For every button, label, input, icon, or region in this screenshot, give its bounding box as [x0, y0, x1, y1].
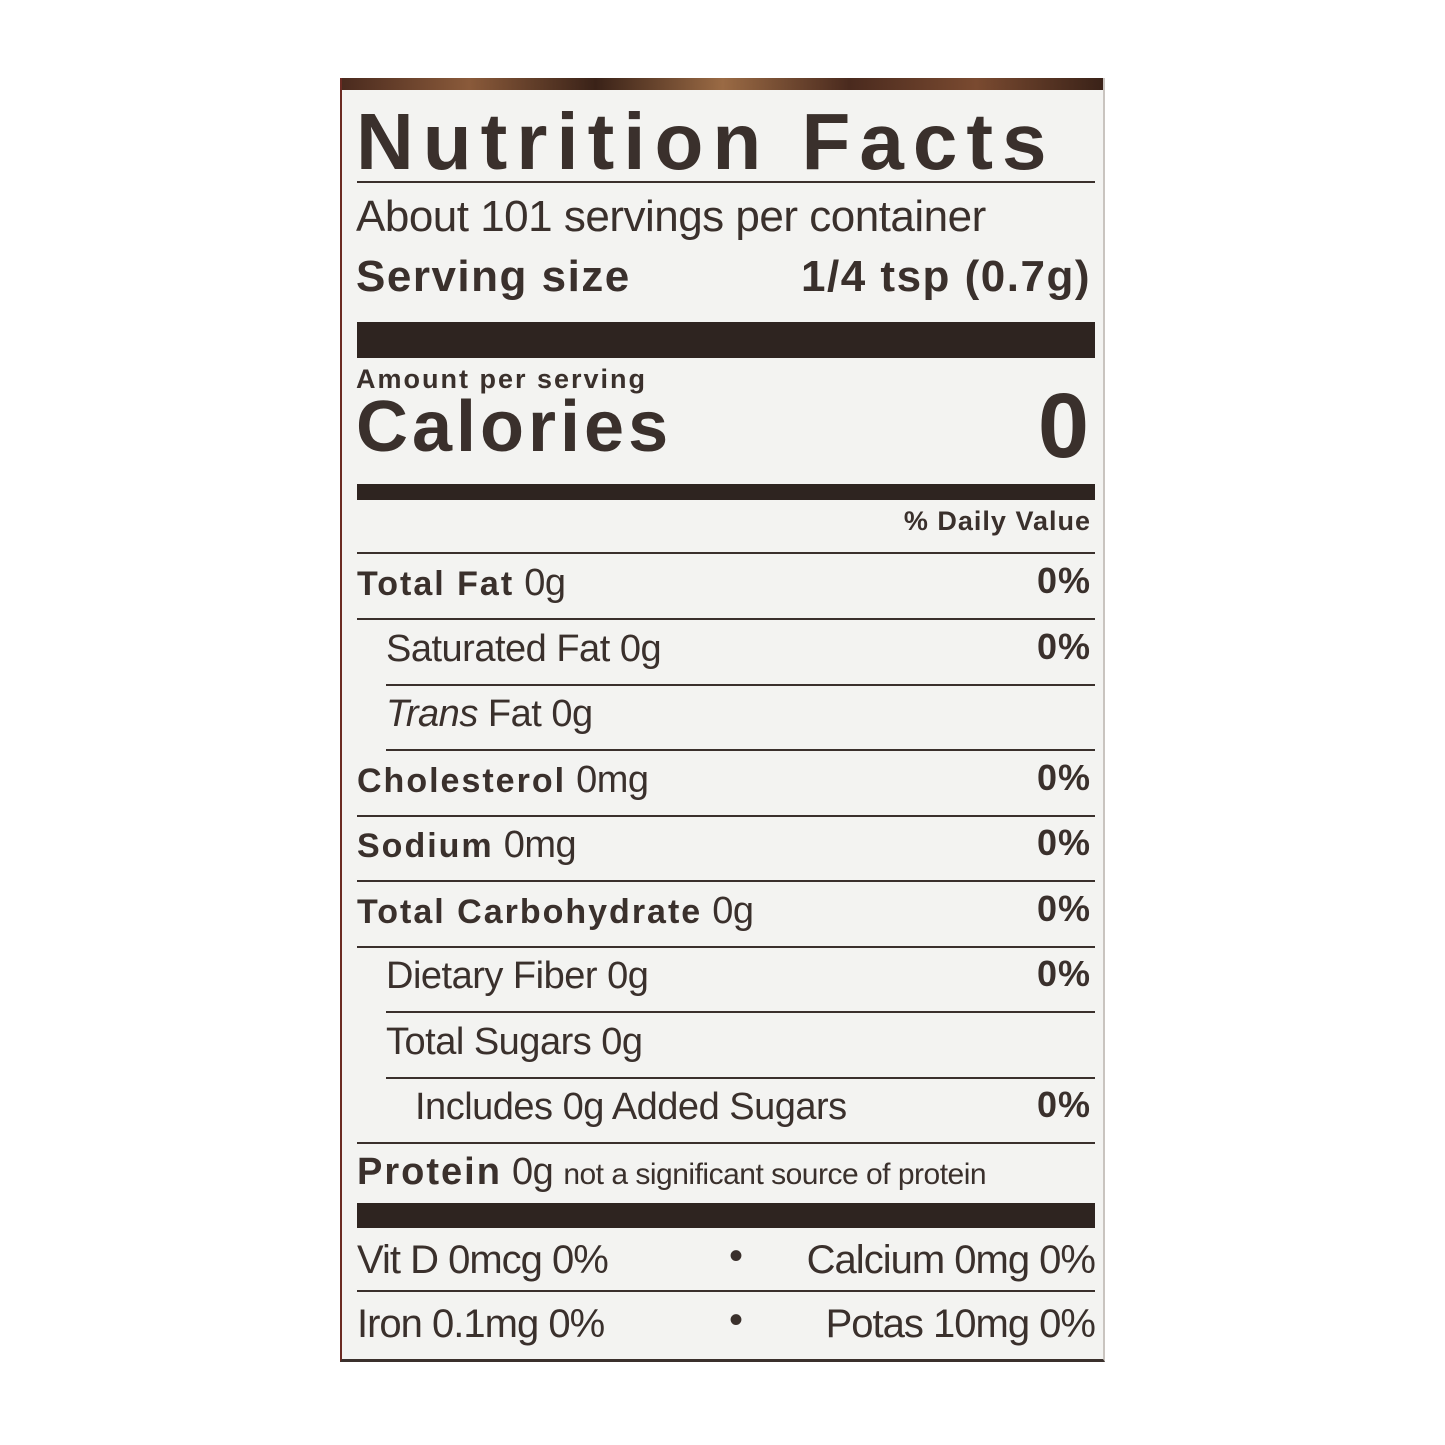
daily-value: 0% — [1036, 625, 1091, 667]
amount-per-serving: Amount per serving — [356, 364, 648, 394]
vitamin-d: Vit D 0mcg 0% — [357, 1238, 609, 1282]
nutrient-amount: 0g — [712, 889, 754, 932]
nutrient-amount: 0g — [607, 955, 649, 997]
nutrient-row: Total Fat 0g 0% — [357, 556, 1091, 620]
daily-value: 0% — [1036, 560, 1091, 601]
divider — [357, 814, 1095, 817]
servings-per-container: About 101 servings per container — [356, 192, 986, 241]
serving-size-label: Serving size — [356, 252, 631, 301]
vitamin-row: Iron 0.1mg 0% • Potas 10mg 0% — [357, 1294, 1096, 1354]
protein-label: Protein — [357, 1151, 502, 1193]
daily-value: 0% — [1036, 1084, 1091, 1125]
iron: Iron 0.1mg 0% — [357, 1302, 605, 1346]
nutrient-label: Includes 0g Added Sugars — [415, 1086, 847, 1128]
divider — [386, 1011, 1095, 1013]
nutrient-row: Dietary Fiber 0g 0% — [357, 949, 1091, 1013]
bullet: • — [729, 1298, 743, 1342]
potassium: Potas 10mg 0% — [825, 1302, 1096, 1346]
nutrient-label: Saturated Fat — [386, 627, 610, 670]
thick-divider — [357, 322, 1095, 358]
daily-value: 0% — [1036, 822, 1091, 863]
nutrient-label: Total Fat — [357, 565, 515, 603]
nutrient-label: Total Sugars — [386, 1020, 592, 1063]
nutrient-row: Total Sugars 0g — [357, 1015, 1091, 1079]
divider — [357, 1142, 1095, 1144]
divider — [357, 945, 1095, 948]
nutrient-row: Saturated Fat 0g 0% — [357, 622, 1091, 686]
divider — [386, 749, 1095, 751]
divider — [357, 618, 1095, 620]
nutrient-row: Includes 0g Added Sugars 0% — [357, 1080, 1091, 1144]
nutrient-name: Total Sugars 0g — [386, 1021, 643, 1064]
nutrient-amount: 0mg — [503, 824, 577, 866]
calories-label: Calories — [356, 387, 673, 467]
divider — [357, 1290, 1095, 1292]
nutrient-row: Cholesterol 0mg 0% — [357, 753, 1091, 817]
bullet: • — [729, 1234, 743, 1278]
protein-row: Protein 0g not a significant source of p… — [357, 1145, 1091, 1209]
nutrient-name: Total Carbohydrate 0g — [357, 890, 754, 933]
daily-value: 0% — [1036, 756, 1091, 798]
nutrient-name: Includes 0g Added Sugars — [415, 1086, 847, 1129]
thick-divider — [357, 1203, 1095, 1228]
divider — [357, 552, 1095, 554]
nutrient-label: Sodium — [357, 827, 494, 865]
nutrition-facts-label: Nutrition Facts About 101 servings per c… — [340, 78, 1105, 1362]
nutrient-label-suffix: Fat — [487, 693, 542, 735]
nutrient-name: Dietary Fiber 0g — [386, 955, 649, 998]
nutrient-name: Cholesterol 0mg — [357, 759, 649, 802]
nutrient-label: Dietary Fiber — [386, 955, 598, 997]
medium-divider — [357, 484, 1095, 500]
nutrient-amount: 0g — [524, 562, 566, 604]
nutrient-row: Total Carbohydrate 0g 0% — [357, 884, 1091, 948]
divider — [386, 1076, 1095, 1079]
divider — [357, 880, 1095, 882]
nutrient-amount: 0mg — [576, 758, 649, 801]
nutrient-label: Total Carbohydrate — [357, 892, 703, 931]
daily-value-header: % Daily Value — [903, 506, 1091, 536]
nutrient-amount: 0g — [601, 1020, 643, 1063]
vitamin-row: Vit D 0mcg 0% • Calcium 0mg 0% — [357, 1230, 1096, 1290]
nutrient-amount: 0g — [551, 693, 593, 735]
nutrient-row: Sodium 0mg 0% — [357, 818, 1091, 882]
nutrient-amount: 0g — [619, 627, 662, 670]
nutrient-label: Trans — [386, 693, 478, 735]
label-title: Nutrition Facts — [356, 97, 1056, 186]
protein-amount: 0g — [511, 1151, 554, 1193]
divider — [386, 683, 1095, 686]
nutrient-name: Saturated Fat 0g — [386, 627, 662, 671]
nutrient-row: Trans Fat 0g — [357, 687, 1091, 751]
divider — [357, 181, 1095, 183]
serving-size-value: 1/4 tsp (0.7g) — [801, 252, 1091, 301]
daily-value: 0% — [1036, 887, 1091, 929]
nutrient-name: Sodium 0mg — [357, 824, 577, 867]
calories-value: 0 — [1037, 375, 1089, 477]
nutrient-label: Cholesterol — [357, 761, 567, 800]
container-edge — [342, 78, 1103, 90]
nutrient-name: Total Fat 0g — [357, 562, 566, 605]
daily-value: 0% — [1036, 953, 1091, 994]
nutrient-name: Trans Fat 0g — [386, 693, 593, 736]
calcium: Calcium 0mg 0% — [806, 1238, 1096, 1282]
protein-note: not a significant source of protein — [563, 1158, 987, 1191]
